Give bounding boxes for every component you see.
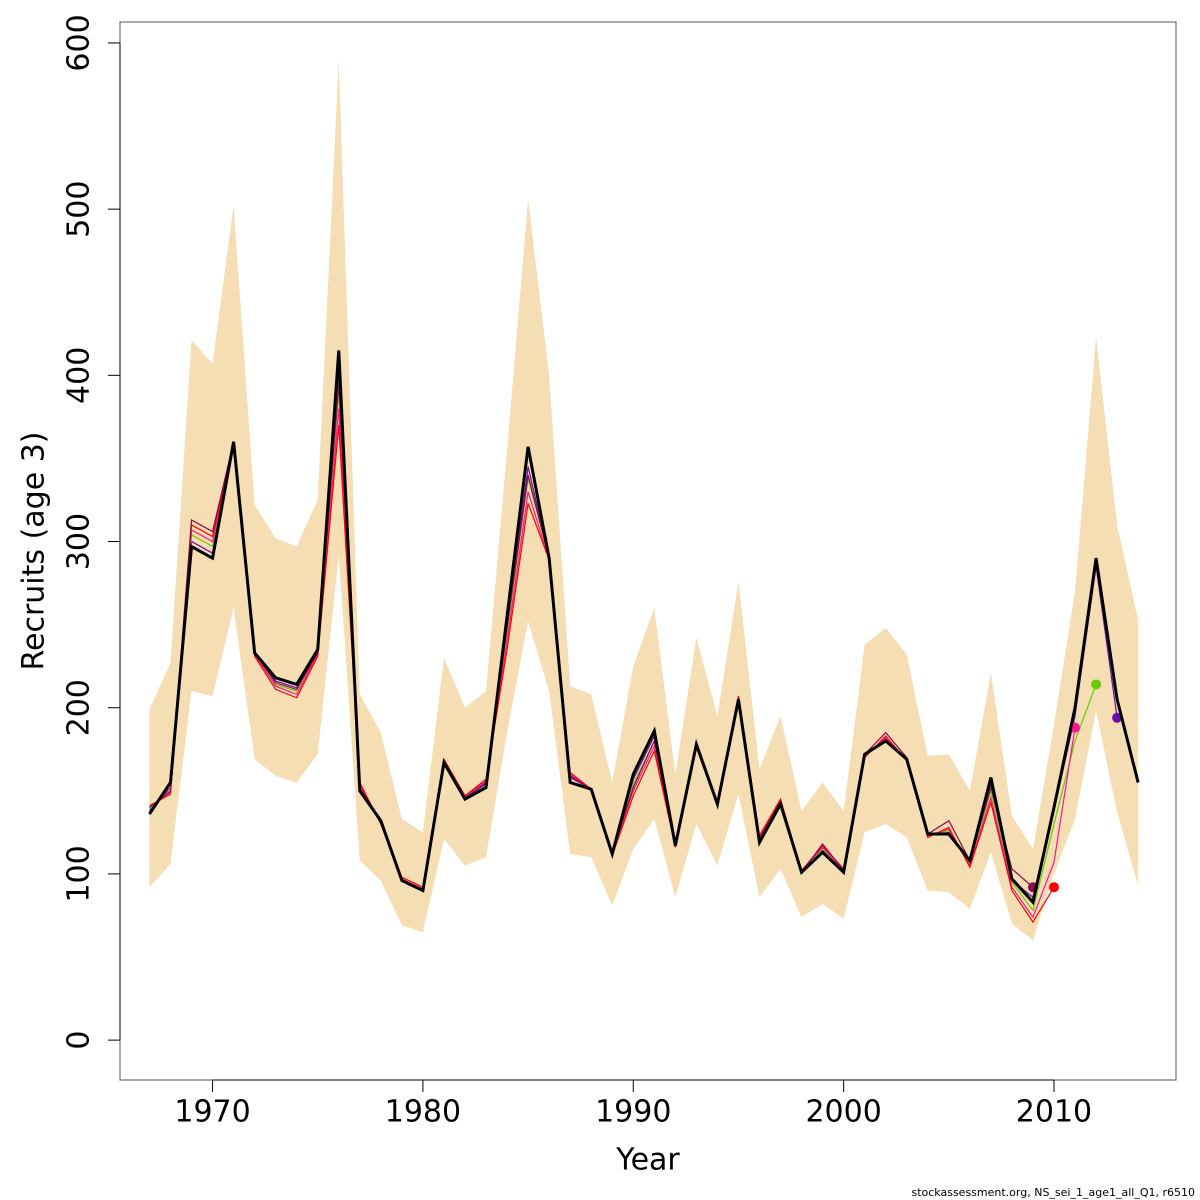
x-axis-title: Year (615, 1143, 680, 1178)
end-point (1048, 882, 1059, 893)
x-tick-label: 2000 (805, 1095, 881, 1130)
x-tick-label: 1980 (385, 1095, 461, 1130)
x-tick-label: 1970 (174, 1095, 250, 1130)
x-tick-label: 2010 (1016, 1095, 1092, 1130)
y-tick-label: 400 (62, 347, 97, 404)
y-tick-label: 200 (62, 679, 97, 736)
y-tick-label: 0 (62, 1031, 97, 1050)
y-tick-label: 500 (62, 181, 97, 238)
y-axis-title: Recruits (age 3) (17, 432, 52, 671)
series-line (148, 350, 1140, 906)
y-tick-label: 600 (62, 14, 97, 71)
x-tick-label: 1990 (595, 1095, 671, 1130)
end-point (1091, 679, 1102, 690)
y-tick-label: 100 (62, 845, 97, 902)
plot-area (148, 59, 1140, 941)
footer: stockassessment.org, NS_sei_1_age1_all_Q… (911, 1186, 1195, 1199)
y-tick-label: 300 (62, 513, 97, 570)
confidence-band (149, 59, 1139, 941)
